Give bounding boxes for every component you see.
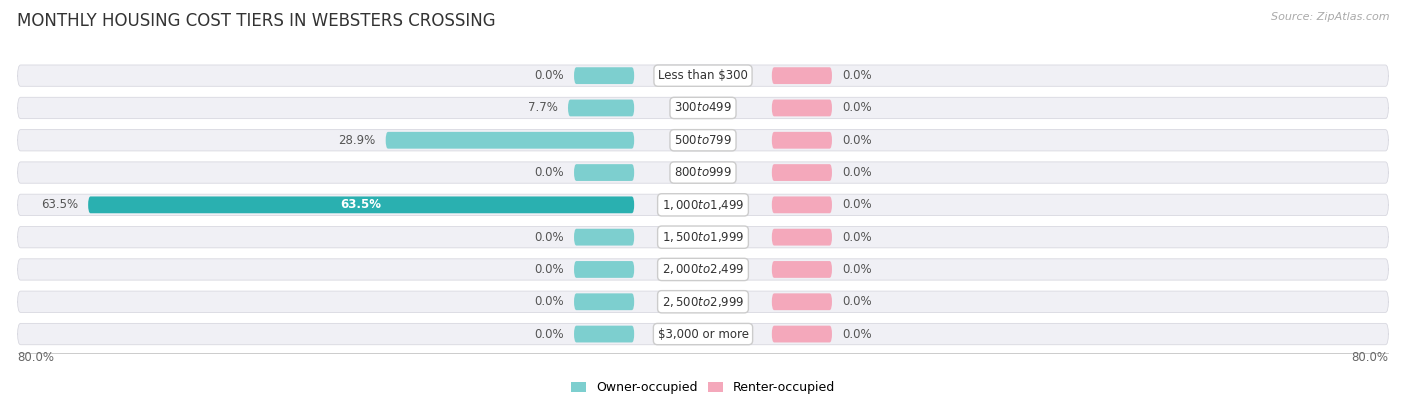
FancyBboxPatch shape [772, 293, 832, 310]
FancyBboxPatch shape [772, 196, 832, 213]
Text: 0.0%: 0.0% [842, 198, 872, 211]
Text: $800 to $999: $800 to $999 [673, 166, 733, 179]
FancyBboxPatch shape [18, 259, 1388, 280]
Text: 0.0%: 0.0% [534, 166, 564, 179]
FancyBboxPatch shape [772, 229, 832, 246]
FancyBboxPatch shape [18, 323, 1388, 345]
FancyBboxPatch shape [18, 97, 1388, 119]
Text: 80.0%: 80.0% [18, 351, 55, 364]
FancyBboxPatch shape [574, 293, 634, 310]
Text: $2,000 to $2,499: $2,000 to $2,499 [662, 262, 744, 276]
Text: 0.0%: 0.0% [534, 327, 564, 341]
Text: 0.0%: 0.0% [534, 231, 564, 244]
Text: 0.0%: 0.0% [842, 69, 872, 82]
Text: 0.0%: 0.0% [842, 101, 872, 115]
FancyBboxPatch shape [568, 100, 634, 116]
FancyBboxPatch shape [574, 67, 634, 84]
FancyBboxPatch shape [574, 261, 634, 278]
Text: 0.0%: 0.0% [842, 166, 872, 179]
Legend: Owner-occupied, Renter-occupied: Owner-occupied, Renter-occupied [567, 376, 839, 399]
Text: 7.7%: 7.7% [527, 101, 558, 115]
Text: $2,500 to $2,999: $2,500 to $2,999 [662, 295, 744, 309]
FancyBboxPatch shape [574, 164, 634, 181]
FancyBboxPatch shape [574, 229, 634, 246]
Text: $300 to $499: $300 to $499 [673, 101, 733, 115]
Text: 0.0%: 0.0% [842, 263, 872, 276]
Text: 0.0%: 0.0% [534, 69, 564, 82]
FancyBboxPatch shape [772, 326, 832, 342]
Text: 63.5%: 63.5% [340, 198, 381, 211]
FancyBboxPatch shape [574, 326, 634, 342]
FancyBboxPatch shape [18, 227, 1388, 248]
Text: Source: ZipAtlas.com: Source: ZipAtlas.com [1271, 12, 1389, 22]
Text: 63.5%: 63.5% [41, 198, 77, 211]
FancyBboxPatch shape [772, 164, 832, 181]
Text: 0.0%: 0.0% [842, 134, 872, 147]
FancyBboxPatch shape [18, 291, 1388, 312]
Text: $500 to $799: $500 to $799 [673, 134, 733, 147]
FancyBboxPatch shape [89, 196, 634, 213]
Text: 0.0%: 0.0% [534, 263, 564, 276]
Text: $1,000 to $1,499: $1,000 to $1,499 [662, 198, 744, 212]
FancyBboxPatch shape [18, 162, 1388, 183]
FancyBboxPatch shape [18, 129, 1388, 151]
FancyBboxPatch shape [385, 132, 634, 149]
FancyBboxPatch shape [18, 65, 1388, 86]
Text: MONTHLY HOUSING COST TIERS IN WEBSTERS CROSSING: MONTHLY HOUSING COST TIERS IN WEBSTERS C… [17, 12, 495, 30]
Text: 0.0%: 0.0% [534, 295, 564, 308]
Text: $1,500 to $1,999: $1,500 to $1,999 [662, 230, 744, 244]
Text: 28.9%: 28.9% [337, 134, 375, 147]
FancyBboxPatch shape [772, 67, 832, 84]
Text: 0.0%: 0.0% [842, 295, 872, 308]
FancyBboxPatch shape [772, 100, 832, 116]
FancyBboxPatch shape [772, 261, 832, 278]
FancyBboxPatch shape [772, 132, 832, 149]
FancyBboxPatch shape [18, 194, 1388, 215]
Text: Less than $300: Less than $300 [658, 69, 748, 82]
Text: 80.0%: 80.0% [1351, 351, 1388, 364]
Text: 0.0%: 0.0% [842, 327, 872, 341]
Text: 0.0%: 0.0% [842, 231, 872, 244]
Text: $3,000 or more: $3,000 or more [658, 327, 748, 341]
